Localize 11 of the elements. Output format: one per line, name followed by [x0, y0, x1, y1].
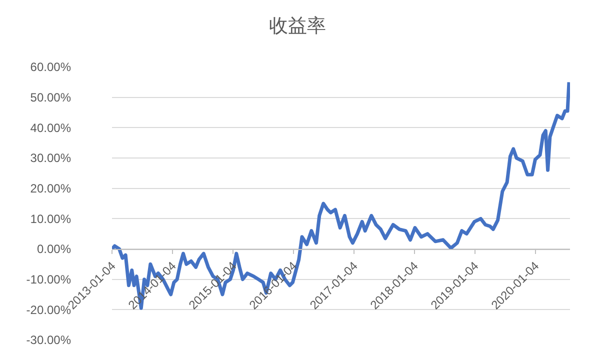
y-tick-label: 60.00%: [30, 60, 72, 74]
y-tick-label: 30.00%: [30, 151, 72, 166]
y-tick-label: 50.00%: [30, 90, 72, 105]
y-tick-label: 20.00%: [30, 182, 72, 196]
y-tick-label: -10.00%: [26, 272, 72, 287]
y-tick-label: -30.00%: [26, 333, 72, 348]
chart-title: 收益率: [269, 14, 326, 37]
y-tick-label: -20.00%: [26, 302, 72, 317]
y-tick-label: 0.00%: [36, 242, 72, 256]
y-tick-label: 40.00%: [30, 120, 72, 135]
y-tick-label: 10.00%: [30, 212, 72, 226]
